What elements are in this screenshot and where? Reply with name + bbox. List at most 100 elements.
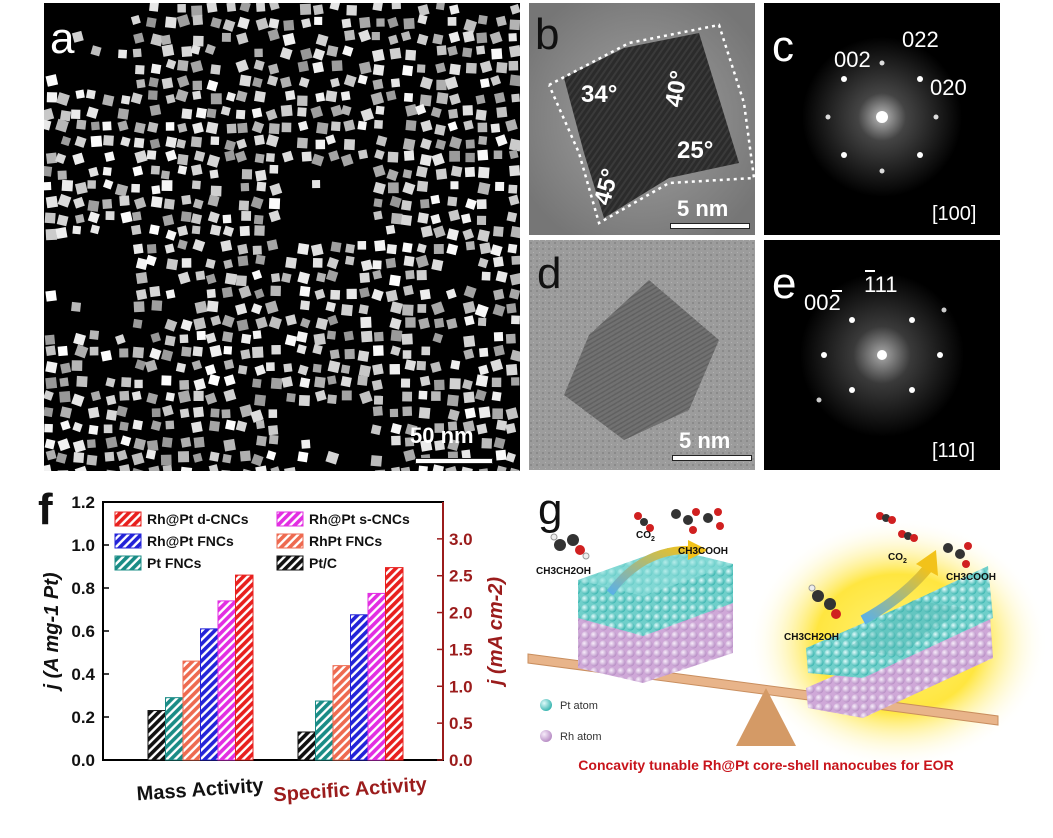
nanocube bbox=[76, 375, 88, 388]
nanocube bbox=[297, 451, 309, 463]
nanocube bbox=[222, 19, 236, 32]
nanocube bbox=[490, 75, 502, 86]
nanocube bbox=[330, 104, 343, 117]
nanocube bbox=[191, 180, 201, 190]
nanocube bbox=[239, 225, 250, 237]
legend-swatch bbox=[114, 533, 142, 549]
nanocube bbox=[505, 363, 518, 376]
nanocube bbox=[45, 228, 58, 241]
nanocube bbox=[433, 317, 445, 329]
nanocube bbox=[405, 119, 417, 131]
nanocube bbox=[434, 439, 445, 451]
nanocube bbox=[357, 149, 369, 160]
nanocube bbox=[45, 361, 58, 374]
nanocube bbox=[477, 257, 489, 269]
nanocube bbox=[345, 243, 355, 254]
nanocube bbox=[119, 195, 130, 206]
nanocube bbox=[463, 285, 477, 299]
nanocube bbox=[176, 138, 187, 149]
nanocube bbox=[312, 61, 324, 74]
right-tick-label: 2.5 bbox=[449, 567, 473, 586]
nanocube bbox=[87, 180, 96, 189]
nanocube bbox=[463, 391, 475, 404]
nanocube bbox=[268, 210, 281, 223]
nanocube bbox=[330, 77, 340, 88]
nanocube bbox=[296, 331, 308, 343]
nanocube bbox=[151, 185, 161, 195]
nanocube bbox=[385, 257, 397, 269]
left-tick-label: 0.8 bbox=[71, 579, 95, 598]
nanocube bbox=[252, 378, 262, 389]
nanocube bbox=[417, 4, 430, 17]
nanocube bbox=[70, 109, 81, 120]
nanocube bbox=[164, 318, 178, 332]
nanocube bbox=[326, 45, 339, 57]
nanocube bbox=[403, 92, 414, 102]
nanocube bbox=[46, 92, 58, 103]
nanocube bbox=[160, 170, 170, 180]
nanocube bbox=[73, 332, 87, 346]
nanocube bbox=[462, 105, 473, 116]
nanocube bbox=[235, 275, 247, 287]
nanocube bbox=[462, 30, 475, 43]
nanocube bbox=[44, 181, 52, 191]
nanocube bbox=[281, 122, 292, 133]
nanocube bbox=[251, 107, 263, 119]
panel-d-scale-label: 5 nm bbox=[679, 428, 731, 453]
nanocube bbox=[165, 289, 176, 300]
nanocube bbox=[300, 300, 310, 311]
nanocube bbox=[237, 365, 248, 375]
nanocube bbox=[436, 92, 449, 105]
nanocube bbox=[192, 122, 204, 134]
nanocube bbox=[509, 74, 520, 87]
nanocube bbox=[490, 358, 504, 372]
rh-atom-legend-label: Rh atom bbox=[560, 731, 602, 743]
nanocube bbox=[256, 181, 267, 192]
left-tick-label: 0.0 bbox=[71, 751, 95, 770]
nanocube bbox=[433, 379, 445, 391]
right-axis-title: j (mA cm-2) bbox=[485, 577, 507, 689]
nanocube bbox=[238, 285, 252, 299]
nanocube bbox=[102, 121, 112, 131]
nanocube bbox=[430, 361, 442, 373]
nanocube bbox=[74, 344, 89, 359]
nanocube bbox=[435, 3, 445, 11]
category-label: Specific Activity bbox=[273, 774, 429, 807]
nanocube bbox=[281, 272, 292, 283]
nanocube bbox=[89, 330, 100, 340]
nanocube bbox=[492, 408, 503, 420]
nanocube bbox=[133, 32, 145, 44]
nanocube bbox=[191, 421, 203, 433]
nanocube bbox=[225, 91, 236, 102]
nanocube bbox=[419, 153, 432, 167]
nanocube bbox=[357, 241, 367, 250]
nanocube bbox=[508, 194, 520, 206]
nanocube bbox=[145, 254, 157, 267]
molecule-ethanol-right bbox=[808, 584, 841, 619]
nanocube bbox=[444, 76, 459, 90]
nanocube bbox=[418, 390, 428, 400]
nanocube bbox=[391, 466, 401, 471]
nanocube bbox=[359, 287, 370, 299]
right-tick-label: 2.0 bbox=[449, 604, 473, 623]
nanocube bbox=[207, 211, 220, 224]
nanocube bbox=[254, 48, 263, 58]
nanocube bbox=[254, 364, 266, 376]
nanocube bbox=[344, 348, 355, 360]
nanocube bbox=[181, 46, 193, 57]
schematic-caption: Concavity tunable Rh@Pt core-shell nanoc… bbox=[578, 757, 953, 773]
nanocube bbox=[195, 270, 206, 281]
nanocube bbox=[404, 437, 415, 447]
nanocube bbox=[387, 182, 399, 194]
nanocube bbox=[268, 409, 278, 418]
nanocube bbox=[193, 150, 206, 162]
nanocube bbox=[373, 210, 383, 221]
nanocube bbox=[357, 375, 368, 386]
nanocube bbox=[206, 3, 218, 13]
nanocube bbox=[281, 150, 294, 163]
spot-002: 002 bbox=[834, 47, 871, 72]
nanocube bbox=[511, 255, 520, 265]
nanocube bbox=[493, 344, 505, 357]
nanocube bbox=[132, 346, 145, 359]
nanocube bbox=[346, 4, 357, 16]
